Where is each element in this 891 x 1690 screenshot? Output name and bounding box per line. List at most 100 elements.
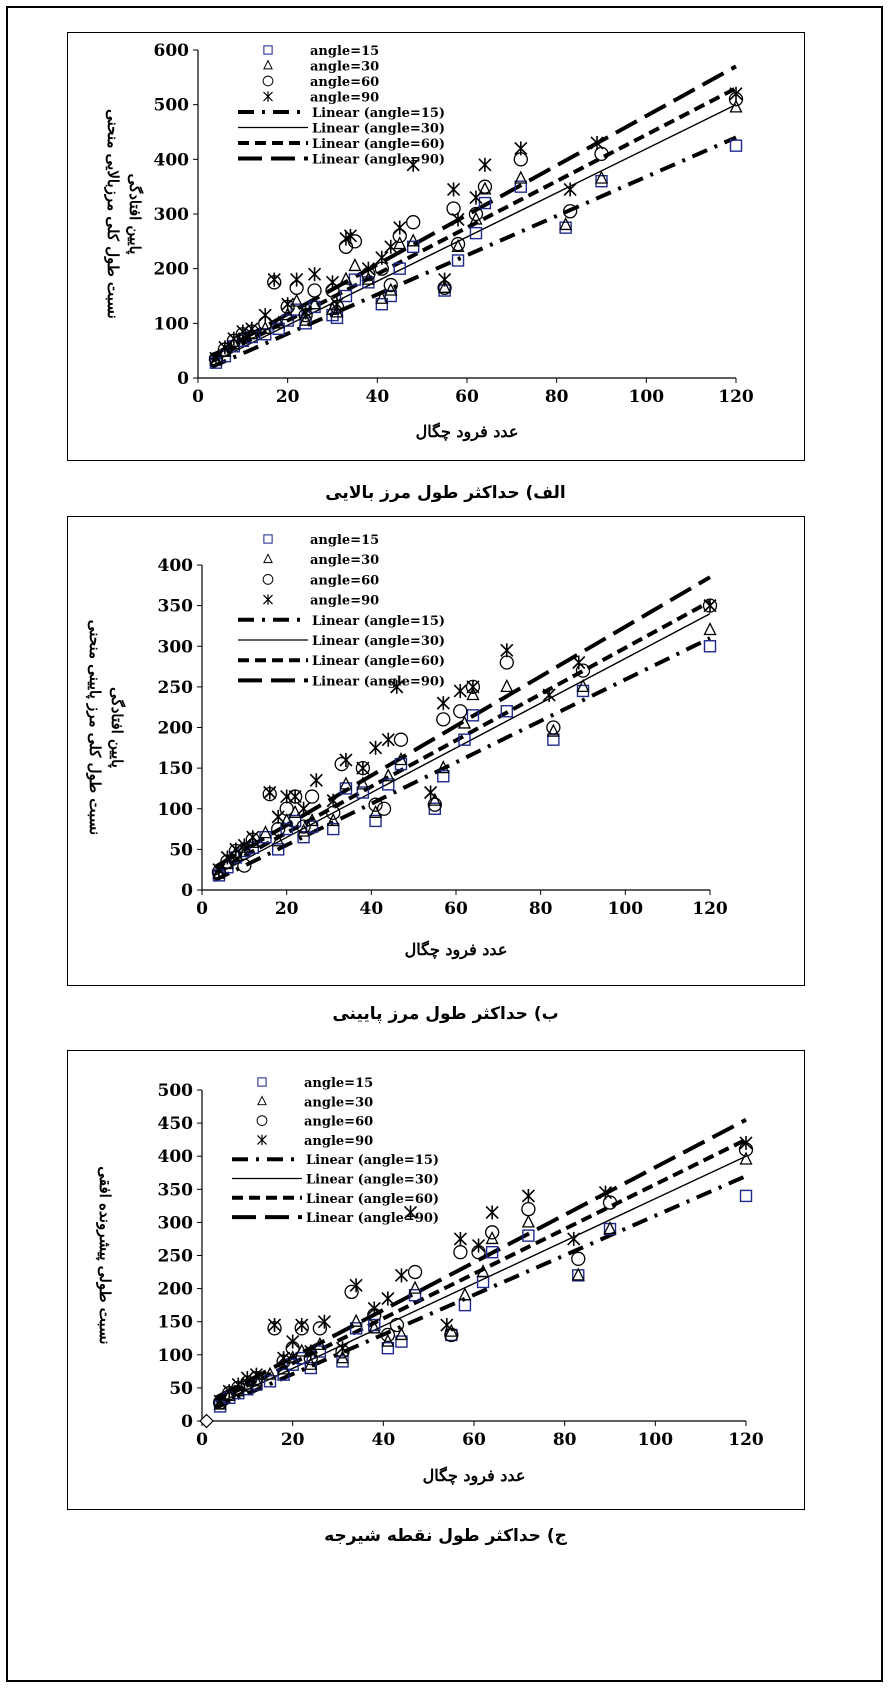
- data-point-square: [263, 1375, 277, 1388]
- data-point-star: [478, 157, 492, 172]
- data-point-star: [222, 1384, 236, 1399]
- data-point-star: [563, 182, 577, 197]
- x-tick-label: 40: [371, 1430, 395, 1450]
- data-point-star: [229, 842, 243, 857]
- data-point-circle: [334, 756, 349, 772]
- data-point-triangle: [299, 312, 313, 326]
- legend-marker-triangle: [263, 553, 273, 564]
- data-point-triangle: [263, 1366, 277, 1380]
- data-point-star: [381, 1291, 395, 1306]
- chart-panel-lower-boundary: 0 50 100 150 200 250 300 350 400 0 20 40 60 80 100 120 ع…: [67, 516, 805, 986]
- data-point-triangle: [367, 1320, 381, 1334]
- legend-label: angle=15: [310, 533, 379, 548]
- data-point-square: [595, 174, 608, 188]
- data-point-circle: [575, 663, 591, 678]
- data-point-triangle: [594, 170, 609, 184]
- legend-label: angle=30: [310, 553, 379, 568]
- y-tick-label: 50: [169, 840, 193, 860]
- data-point-circle: [312, 1321, 328, 1336]
- legend-marker-circle: [256, 1115, 268, 1126]
- data-point-star: [304, 1344, 318, 1359]
- x-tick-label: 20: [281, 1430, 305, 1450]
- y-tick-label: 200: [154, 260, 190, 280]
- legend-marker-group: [257, 1134, 267, 1146]
- data-point-square: [272, 322, 285, 335]
- data-point-triangle: [280, 812, 294, 827]
- data-point-star: [381, 732, 395, 747]
- data-point-square: [356, 786, 370, 799]
- data-point-square: [514, 180, 527, 193]
- data-point-triangle: [457, 715, 472, 729]
- legend-marker-group: [257, 1077, 267, 1087]
- data-point-star: [567, 1231, 581, 1246]
- data-point-triangle: [227, 336, 241, 350]
- data-point-square: [478, 196, 492, 210]
- data-point-square: [458, 733, 471, 746]
- data-point-square: [500, 705, 513, 718]
- data-point-star: [299, 305, 313, 320]
- data-point-triangle: [290, 293, 304, 307]
- data-point-square: [280, 822, 293, 836]
- x-tick-label: 0: [192, 387, 204, 407]
- data-point-star: [436, 696, 450, 711]
- data-point-star: [453, 1231, 467, 1246]
- x-tick-label: 20: [275, 899, 299, 919]
- trendline-dash: [213, 599, 711, 874]
- legend-label: angle=60: [304, 1115, 373, 1130]
- chart-panel-upper-boundary: 0 100 200 300 400 500 600 0 20 40 60 80 100 120 عدد فر…: [67, 32, 805, 461]
- data-point-square: [407, 240, 420, 254]
- data-point-square: [305, 820, 319, 833]
- y-tick-label: 250: [158, 1247, 194, 1267]
- lower-boundary-chart: 0 50 100 150 200 250 300 350 400 0 20 40 60 80 100 120 ع…: [85, 533, 728, 960]
- data-point-star: [317, 1314, 331, 1329]
- legend-marker-group: [262, 75, 274, 87]
- data-point-square: [369, 814, 382, 828]
- data-point-star: [453, 683, 467, 698]
- data-point-star: [471, 1238, 486, 1253]
- y-tick-label: 100: [158, 1346, 194, 1366]
- data-point-circle: [307, 283, 322, 298]
- data-point-star: [231, 1377, 245, 1392]
- legend-label: Linear (angle=15): [312, 106, 445, 121]
- series-star: [212, 598, 717, 877]
- legend-label: Linear (angle=30): [312, 122, 445, 137]
- data-point-star: [212, 862, 226, 877]
- data-point-triangle: [375, 290, 389, 304]
- legend-label: Linear (angle=15): [306, 1153, 439, 1168]
- data-point-triangle: [281, 307, 295, 321]
- legend-marker-square: [263, 534, 273, 544]
- data-point-circle: [376, 801, 392, 816]
- data-point-star: [590, 135, 604, 150]
- data-point-star: [258, 308, 272, 323]
- legend-label: Linear (angle=15): [312, 614, 445, 629]
- data-point-square: [395, 1335, 408, 1348]
- y-axis-title: نسبت طول کلی مرز پایینی منحنی: [85, 620, 104, 835]
- data-point-triangle: [246, 834, 260, 849]
- data-point-triangle: [408, 1280, 422, 1294]
- data-point-square: [271, 843, 285, 856]
- data-point-square: [437, 770, 450, 783]
- data-point-square: [375, 298, 389, 311]
- data-point-star: [308, 267, 322, 282]
- data-point-star: [335, 1341, 350, 1356]
- data-point-circle: [407, 1264, 423, 1280]
- data-point-triangle: [313, 1336, 327, 1351]
- trendline-longdash: [210, 64, 737, 358]
- data-point-triangle: [384, 282, 398, 296]
- data-point-star: [297, 801, 311, 816]
- legend-marker-circle: [262, 574, 274, 585]
- y-tick-label: 0: [181, 1412, 193, 1432]
- y-axis-title: نسبت طول کلی مرزبالایی منحنی: [104, 109, 122, 319]
- caption-upper-boundary: الف) حداکثر طول مرز بالایی: [325, 483, 566, 503]
- legend-marker-star: [263, 91, 273, 102]
- data-point-circle: [521, 1202, 536, 1217]
- x-tick-label: 40: [365, 387, 389, 407]
- data-point-triangle: [438, 279, 452, 293]
- data-point-star: [246, 830, 260, 845]
- data-point-square: [469, 226, 483, 240]
- x-tick-label: 100: [629, 387, 665, 407]
- data-point-triangle: [394, 1326, 409, 1341]
- legend-label: Linear (angle=60): [312, 137, 445, 152]
- data-point-square: [458, 1298, 472, 1312]
- legend-label: Linear (angle=90): [306, 1211, 439, 1226]
